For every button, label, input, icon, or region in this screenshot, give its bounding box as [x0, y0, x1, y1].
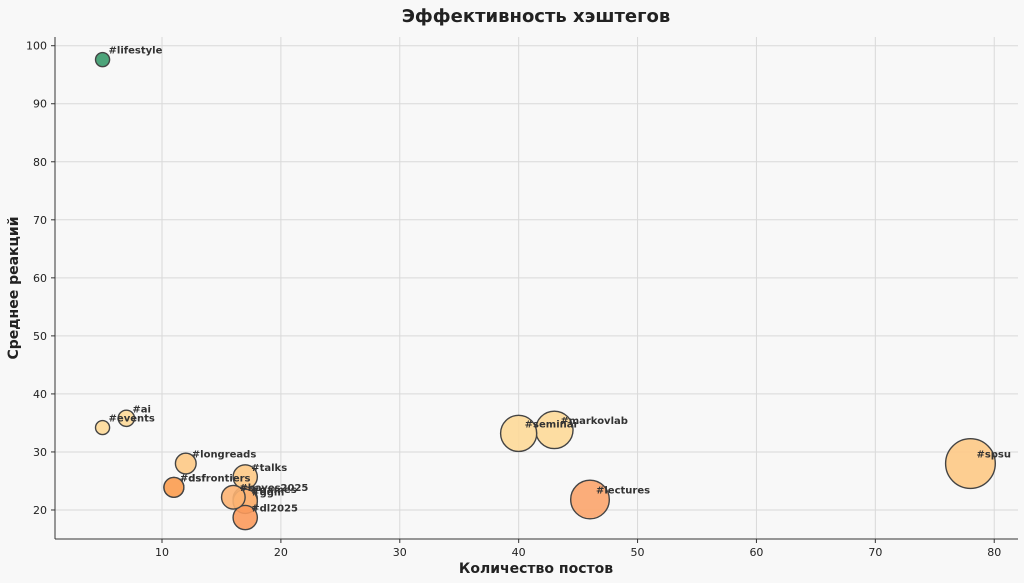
bubble-point: [174, 452, 197, 475]
points-layer: [94, 51, 996, 531]
y-tick-label: 50: [33, 330, 47, 343]
x-tick-label: 60: [749, 546, 763, 559]
bubble-label: #games: [251, 485, 296, 496]
x-tick-label: 50: [631, 546, 645, 559]
x-tick-label: 30: [393, 546, 407, 559]
bubble-point: [569, 479, 611, 520]
bubble-label: #dl2025: [251, 504, 298, 515]
bubble-label: #ggm: [251, 487, 284, 498]
x-tick-label: 40: [512, 546, 526, 559]
y-tick-label: 40: [33, 388, 47, 401]
y-tick-label: 60: [33, 272, 47, 285]
y-tick-label: 20: [33, 504, 47, 517]
bubble-label: #dsfrontiers: [180, 473, 251, 484]
bubble-label: #lectures: [596, 486, 650, 497]
x-tick-label: 20: [274, 546, 288, 559]
bubble-label: #bayes2025: [239, 483, 308, 494]
y-tick-label: 30: [33, 446, 47, 459]
ticks-layer: 10 20 30 40 50 60 70 80 20 30 40 50 60 70 80 90 100: [26, 40, 1001, 559]
bubble-label: #lifestyle: [109, 46, 163, 57]
bubble-label: #dsf: [180, 473, 206, 484]
y-axis-label: Среднее реакций: [6, 216, 22, 359]
x-tick-label: 80: [987, 546, 1001, 559]
bubble-label: #longreads: [192, 450, 257, 461]
bubble-point: [944, 438, 996, 490]
y-tick-label: 100: [26, 40, 47, 53]
bubble-point: [232, 504, 259, 531]
y-tick-label: 70: [33, 214, 47, 227]
point-labels-layer: #spsu #lectures #markovlab#seminar #talks #g…: [109, 46, 1011, 515]
grid-layer: [55, 37, 1018, 539]
bubble-point: [94, 51, 111, 68]
y-tick-label: 90: [33, 98, 47, 111]
x-axis-label: Количество постов: [459, 561, 613, 577]
x-tick-label: 10: [155, 546, 169, 559]
bubble-point: [499, 414, 538, 453]
bubble-point: [220, 484, 246, 510]
bubble-label: #markovlab: [560, 416, 628, 427]
bubble-point: [163, 476, 185, 499]
bubble-label: #ai: [132, 404, 151, 415]
bubble-label: #talks: [251, 463, 287, 474]
bubble-label: #events: [109, 414, 155, 425]
bubble-label: #seminar: [525, 419, 579, 430]
bubble-label: #spsu: [976, 450, 1011, 461]
bubble-point: [94, 419, 111, 436]
x-tick-label: 70: [868, 546, 882, 559]
chart-title: Эффективность хэштегов: [402, 6, 671, 27]
y-tick-label: 80: [33, 156, 47, 169]
bubble-point: [117, 409, 136, 428]
